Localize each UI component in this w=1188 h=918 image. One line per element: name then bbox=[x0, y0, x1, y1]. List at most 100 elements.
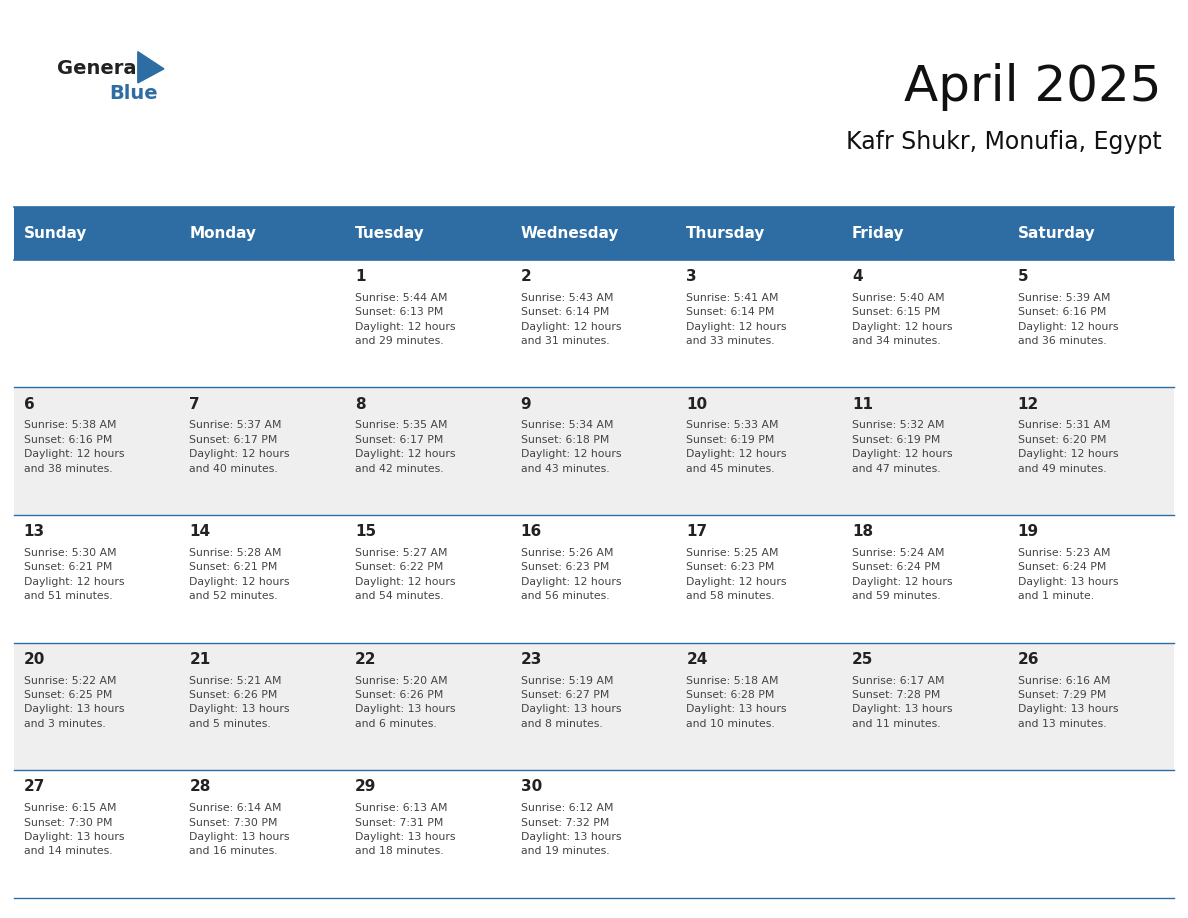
Text: 25: 25 bbox=[852, 652, 873, 666]
Bar bbox=[677, 387, 842, 515]
Text: 22: 22 bbox=[355, 652, 377, 666]
Text: 18: 18 bbox=[852, 524, 873, 539]
Bar bbox=[179, 643, 346, 770]
Text: Sunrise: 5:23 AM
Sunset: 6:24 PM
Daylight: 13 hours
and 1 minute.: Sunrise: 5:23 AM Sunset: 6:24 PM Dayligh… bbox=[1018, 548, 1118, 601]
Text: 6: 6 bbox=[24, 397, 34, 411]
Bar bbox=[677, 260, 842, 387]
Text: Sunrise: 6:15 AM
Sunset: 7:30 PM
Daylight: 13 hours
and 14 minutes.: Sunrise: 6:15 AM Sunset: 7:30 PM Dayligh… bbox=[24, 803, 125, 856]
Text: 8: 8 bbox=[355, 397, 366, 411]
Text: 11: 11 bbox=[852, 397, 873, 411]
Text: 13: 13 bbox=[24, 524, 45, 539]
Bar bbox=[511, 387, 677, 515]
Text: 5: 5 bbox=[1018, 269, 1029, 284]
Text: Sunrise: 5:31 AM
Sunset: 6:20 PM
Daylight: 12 hours
and 49 minutes.: Sunrise: 5:31 AM Sunset: 6:20 PM Dayligh… bbox=[1018, 420, 1118, 474]
Text: Sunrise: 5:39 AM
Sunset: 6:16 PM
Daylight: 12 hours
and 36 minutes.: Sunrise: 5:39 AM Sunset: 6:16 PM Dayligh… bbox=[1018, 293, 1118, 346]
Text: Sunrise: 5:19 AM
Sunset: 6:27 PM
Daylight: 13 hours
and 8 minutes.: Sunrise: 5:19 AM Sunset: 6:27 PM Dayligh… bbox=[520, 676, 621, 729]
Bar bbox=[842, 207, 1009, 260]
Bar bbox=[179, 387, 346, 515]
Bar bbox=[842, 515, 1009, 643]
Bar bbox=[14, 260, 179, 387]
Text: 17: 17 bbox=[687, 524, 707, 539]
Bar bbox=[1009, 207, 1174, 260]
Bar bbox=[1009, 387, 1174, 515]
Text: April 2025: April 2025 bbox=[904, 63, 1162, 111]
Text: 24: 24 bbox=[687, 652, 708, 666]
Text: Sunrise: 5:35 AM
Sunset: 6:17 PM
Daylight: 12 hours
and 42 minutes.: Sunrise: 5:35 AM Sunset: 6:17 PM Dayligh… bbox=[355, 420, 455, 474]
Text: 27: 27 bbox=[24, 779, 45, 794]
Text: 21: 21 bbox=[189, 652, 210, 666]
Text: Sunrise: 6:14 AM
Sunset: 7:30 PM
Daylight: 13 hours
and 16 minutes.: Sunrise: 6:14 AM Sunset: 7:30 PM Dayligh… bbox=[189, 803, 290, 856]
Text: 1: 1 bbox=[355, 269, 366, 284]
Text: Sunrise: 5:32 AM
Sunset: 6:19 PM
Daylight: 12 hours
and 47 minutes.: Sunrise: 5:32 AM Sunset: 6:19 PM Dayligh… bbox=[852, 420, 953, 474]
Text: Sunrise: 5:22 AM
Sunset: 6:25 PM
Daylight: 13 hours
and 3 minutes.: Sunrise: 5:22 AM Sunset: 6:25 PM Dayligh… bbox=[24, 676, 125, 729]
Bar bbox=[677, 207, 842, 260]
Bar bbox=[346, 515, 511, 643]
Text: 29: 29 bbox=[355, 779, 377, 794]
Polygon shape bbox=[138, 51, 164, 83]
Bar bbox=[179, 515, 346, 643]
Bar bbox=[179, 260, 346, 387]
Bar bbox=[511, 260, 677, 387]
Bar bbox=[14, 515, 179, 643]
Text: Kafr Shukr, Monufia, Egypt: Kafr Shukr, Monufia, Egypt bbox=[846, 130, 1162, 154]
Text: 4: 4 bbox=[852, 269, 862, 284]
Text: Sunrise: 6:17 AM
Sunset: 7:28 PM
Daylight: 13 hours
and 11 minutes.: Sunrise: 6:17 AM Sunset: 7:28 PM Dayligh… bbox=[852, 676, 953, 729]
Bar bbox=[346, 387, 511, 515]
Text: Monday: Monday bbox=[189, 226, 257, 241]
Bar bbox=[1009, 770, 1174, 898]
Bar bbox=[842, 260, 1009, 387]
Text: Wednesday: Wednesday bbox=[520, 226, 619, 241]
Bar bbox=[677, 770, 842, 898]
Text: Sunrise: 6:12 AM
Sunset: 7:32 PM
Daylight: 13 hours
and 19 minutes.: Sunrise: 6:12 AM Sunset: 7:32 PM Dayligh… bbox=[520, 803, 621, 856]
Text: Sunrise: 5:25 AM
Sunset: 6:23 PM
Daylight: 12 hours
and 58 minutes.: Sunrise: 5:25 AM Sunset: 6:23 PM Dayligh… bbox=[687, 548, 786, 601]
Text: 14: 14 bbox=[189, 524, 210, 539]
Bar bbox=[14, 643, 179, 770]
Text: Friday: Friday bbox=[852, 226, 904, 241]
Text: Sunrise: 5:27 AM
Sunset: 6:22 PM
Daylight: 12 hours
and 54 minutes.: Sunrise: 5:27 AM Sunset: 6:22 PM Dayligh… bbox=[355, 548, 455, 601]
Text: General: General bbox=[57, 60, 143, 78]
Text: Sunrise: 5:34 AM
Sunset: 6:18 PM
Daylight: 12 hours
and 43 minutes.: Sunrise: 5:34 AM Sunset: 6:18 PM Dayligh… bbox=[520, 420, 621, 474]
Text: Saturday: Saturday bbox=[1018, 226, 1095, 241]
Text: 12: 12 bbox=[1018, 397, 1038, 411]
Text: 16: 16 bbox=[520, 524, 542, 539]
Bar bbox=[511, 207, 677, 260]
Text: 3: 3 bbox=[687, 269, 697, 284]
Bar bbox=[511, 515, 677, 643]
Text: Sunrise: 5:18 AM
Sunset: 6:28 PM
Daylight: 13 hours
and 10 minutes.: Sunrise: 5:18 AM Sunset: 6:28 PM Dayligh… bbox=[687, 676, 786, 729]
Bar bbox=[14, 770, 179, 898]
Text: 28: 28 bbox=[189, 779, 210, 794]
Text: Thursday: Thursday bbox=[687, 226, 766, 241]
Bar bbox=[842, 643, 1009, 770]
Bar bbox=[677, 515, 842, 643]
Bar bbox=[1009, 643, 1174, 770]
Bar bbox=[346, 260, 511, 387]
Bar bbox=[14, 207, 179, 260]
Bar bbox=[346, 207, 511, 260]
Bar bbox=[511, 643, 677, 770]
Text: Sunrise: 5:26 AM
Sunset: 6:23 PM
Daylight: 12 hours
and 56 minutes.: Sunrise: 5:26 AM Sunset: 6:23 PM Dayligh… bbox=[520, 548, 621, 601]
Text: Sunrise: 5:38 AM
Sunset: 6:16 PM
Daylight: 12 hours
and 38 minutes.: Sunrise: 5:38 AM Sunset: 6:16 PM Dayligh… bbox=[24, 420, 125, 474]
Text: 19: 19 bbox=[1018, 524, 1038, 539]
Text: Sunrise: 6:13 AM
Sunset: 7:31 PM
Daylight: 13 hours
and 18 minutes.: Sunrise: 6:13 AM Sunset: 7:31 PM Dayligh… bbox=[355, 803, 455, 856]
Text: Sunrise: 5:43 AM
Sunset: 6:14 PM
Daylight: 12 hours
and 31 minutes.: Sunrise: 5:43 AM Sunset: 6:14 PM Dayligh… bbox=[520, 293, 621, 346]
Bar bbox=[179, 207, 346, 260]
Bar bbox=[842, 387, 1009, 515]
Text: Sunrise: 5:30 AM
Sunset: 6:21 PM
Daylight: 12 hours
and 51 minutes.: Sunrise: 5:30 AM Sunset: 6:21 PM Dayligh… bbox=[24, 548, 125, 601]
Text: Sunrise: 5:28 AM
Sunset: 6:21 PM
Daylight: 12 hours
and 52 minutes.: Sunrise: 5:28 AM Sunset: 6:21 PM Dayligh… bbox=[189, 548, 290, 601]
Text: Sunrise: 5:41 AM
Sunset: 6:14 PM
Daylight: 12 hours
and 33 minutes.: Sunrise: 5:41 AM Sunset: 6:14 PM Dayligh… bbox=[687, 293, 786, 346]
Bar bbox=[346, 643, 511, 770]
Text: Sunrise: 5:37 AM
Sunset: 6:17 PM
Daylight: 12 hours
and 40 minutes.: Sunrise: 5:37 AM Sunset: 6:17 PM Dayligh… bbox=[189, 420, 290, 474]
Text: 20: 20 bbox=[24, 652, 45, 666]
Text: Tuesday: Tuesday bbox=[355, 226, 425, 241]
Text: Sunrise: 5:44 AM
Sunset: 6:13 PM
Daylight: 12 hours
and 29 minutes.: Sunrise: 5:44 AM Sunset: 6:13 PM Dayligh… bbox=[355, 293, 455, 346]
Text: 30: 30 bbox=[520, 779, 542, 794]
Text: Sunday: Sunday bbox=[24, 226, 87, 241]
Text: Sunrise: 5:24 AM
Sunset: 6:24 PM
Daylight: 12 hours
and 59 minutes.: Sunrise: 5:24 AM Sunset: 6:24 PM Dayligh… bbox=[852, 548, 953, 601]
Text: 23: 23 bbox=[520, 652, 542, 666]
Text: Sunrise: 5:20 AM
Sunset: 6:26 PM
Daylight: 13 hours
and 6 minutes.: Sunrise: 5:20 AM Sunset: 6:26 PM Dayligh… bbox=[355, 676, 455, 729]
Text: 10: 10 bbox=[687, 397, 707, 411]
Bar bbox=[179, 770, 346, 898]
Bar bbox=[1009, 515, 1174, 643]
Bar bbox=[1009, 260, 1174, 387]
Text: 2: 2 bbox=[520, 269, 531, 284]
